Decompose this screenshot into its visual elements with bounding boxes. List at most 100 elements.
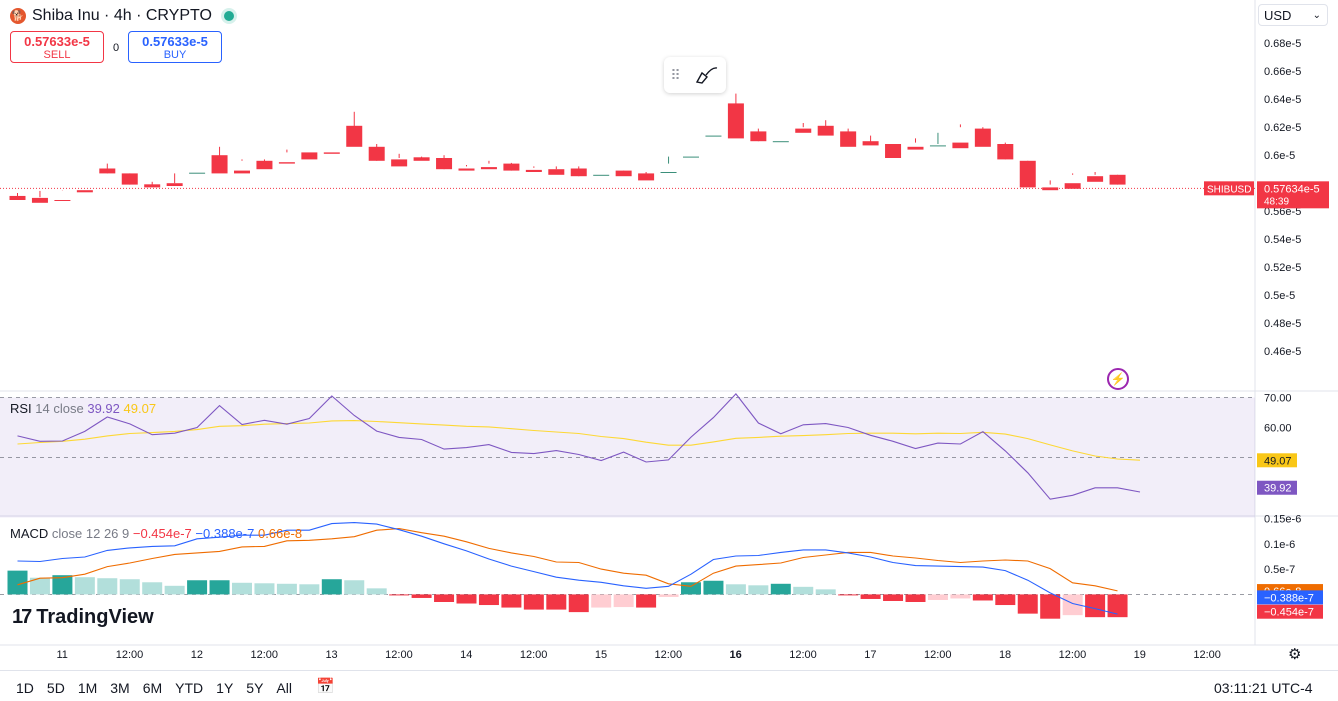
drawing-toolbar[interactable]: ⠿: [664, 57, 726, 93]
time-tick-label: 12:00: [655, 649, 683, 661]
macd-badge: [1257, 590, 1323, 605]
candle: [121, 173, 138, 185]
macd-legend-name: MACD: [10, 526, 49, 541]
macd-line: [17, 522, 1118, 615]
utc-clock[interactable]: 03:11:21 UTC-4: [1214, 680, 1313, 696]
macd-histogram-bar: [29, 577, 50, 595]
candle: [772, 141, 789, 143]
candle: [1019, 160, 1036, 188]
rsi-line: [17, 393, 1141, 500]
macd-histogram-bar: [434, 594, 455, 602]
sell-button[interactable]: 0.57633e-5 SELL: [10, 31, 104, 63]
candle: [683, 156, 699, 158]
macd-legend-params: close 12 26 9: [51, 526, 130, 541]
gear-icon[interactable]: ⚙: [1288, 646, 1302, 663]
price-tick-label: 0.62e-5: [1264, 122, 1301, 134]
price-tick-label: 0.48e-5: [1264, 318, 1301, 330]
range-5d[interactable]: 5D: [46, 680, 65, 696]
macd-histogram-bar: [681, 582, 701, 595]
candle: [436, 158, 453, 170]
range-ytd[interactable]: YTD: [175, 680, 204, 696]
time-tick-label: 12:00: [789, 649, 817, 661]
range-3m[interactable]: 3M: [110, 680, 130, 696]
macd-legend-signal: 0.66e-8: [257, 526, 303, 541]
time-tick-label: 12:00: [520, 649, 548, 661]
time-tick-label: 15: [595, 649, 607, 661]
time-tick-label: 12:00: [250, 649, 278, 661]
bottom-toolbar: [0, 670, 1338, 701]
macd-histogram-bar: [927, 594, 948, 600]
macd-histogram-bar: [793, 586, 814, 595]
macd-histogram-bar: [905, 594, 926, 602]
candle: [974, 128, 991, 147]
symbol-badge-text: SHIBUSD: [1207, 184, 1251, 195]
candle: [256, 160, 273, 170]
price-badge: [1257, 181, 1329, 209]
buy-label: BUY: [163, 49, 187, 61]
candle: [907, 146, 924, 150]
range-6m[interactable]: 6M: [142, 680, 163, 696]
macd-histogram-bar: [254, 583, 275, 595]
candle: [885, 144, 902, 158]
macd-histogram-bar: [1040, 594, 1061, 619]
macd-histogram-bar: [276, 583, 297, 595]
macd-legend[interactable]: MACD close 12 26 9 −0.454e-7 −0.388e-7 0…: [10, 526, 302, 541]
rsi-ma-badge: [1257, 453, 1297, 468]
macd-histogram-bar: [838, 594, 859, 596]
chevron-down-icon: ⌄: [1312, 10, 1321, 21]
candle: [99, 168, 116, 174]
macd-histogram-bar: [770, 583, 791, 595]
price-tick-label: 0.52e-5: [1264, 262, 1301, 274]
chart-canvas[interactable]: 0.68e-5 0.66e-5 0.64e-5 0.62e-5 0.6e-5 0.56e-…: [0, 0, 1338, 670]
macd-signal-line: [17, 528, 1118, 592]
price-badge-countdown: 48:39: [1264, 196, 1289, 207]
candle: [705, 135, 722, 137]
candle: [234, 170, 250, 174]
date-range-icon[interactable]: 📅: [316, 678, 335, 695]
macd-histogram-bar: [321, 579, 342, 595]
range-1m[interactable]: 1M: [77, 680, 98, 696]
price-tick-label: 0.54e-5: [1264, 234, 1301, 246]
time-tick-label: 14: [460, 649, 472, 661]
brush-icon[interactable]: [694, 64, 720, 86]
candle: [929, 145, 946, 147]
range-1y[interactable]: 1Y: [216, 680, 234, 696]
macd-legend-macd: −0.388e-7: [195, 526, 255, 541]
rsi-legend[interactable]: RSI 14 close 39.92 49.07: [10, 401, 156, 416]
candle: [9, 195, 26, 200]
price-tick-label: 0.68e-5: [1264, 38, 1301, 50]
buy-button[interactable]: 0.57633e-5 BUY: [128, 31, 222, 63]
candle: [660, 172, 677, 173]
spread-value: 0: [113, 42, 120, 54]
lightning-icon[interactable]: ⚡: [1107, 368, 1129, 390]
macd-histogram-bar: [703, 580, 724, 595]
symbol-title[interactable]: Shiba Inu · 4h · CRYPTO: [32, 7, 212, 24]
time-tick-label: 13: [325, 649, 337, 661]
candle: [638, 173, 655, 181]
time-tick-label: 12:00: [1193, 649, 1221, 661]
candle: [570, 168, 587, 177]
macd-histogram-bar: [725, 584, 746, 595]
currency-label: USD: [1264, 8, 1292, 23]
macd-histogram-bar: [748, 585, 769, 595]
macd-histogram-bar: [164, 585, 185, 595]
time-tick-label: 12: [191, 649, 203, 661]
macd-histogram-bar: [209, 580, 230, 595]
macd-histogram-bar: [74, 577, 95, 595]
macd-histogram-bar: [232, 582, 252, 595]
candle: [391, 159, 408, 167]
rsi-legend-value: 39.92: [87, 401, 120, 416]
candle: [795, 128, 812, 133]
candle: [593, 174, 610, 176]
macd-histogram-bar: [1107, 594, 1128, 618]
currency-select[interactable]: USD ⌄: [1258, 4, 1328, 26]
range-all[interactable]: All: [276, 680, 292, 696]
tradingview-logo[interactable]: 17 TradingView: [12, 606, 154, 629]
candle: [615, 170, 632, 177]
time-tick-label: 11: [56, 649, 67, 661]
macd-histogram-bar: [142, 582, 163, 595]
macd-histogram-bar: [52, 575, 73, 595]
range-1d[interactable]: 1D: [16, 680, 34, 696]
drag-handle-icon[interactable]: ⠿: [670, 66, 681, 83]
range-5y[interactable]: 5Y: [246, 680, 264, 696]
